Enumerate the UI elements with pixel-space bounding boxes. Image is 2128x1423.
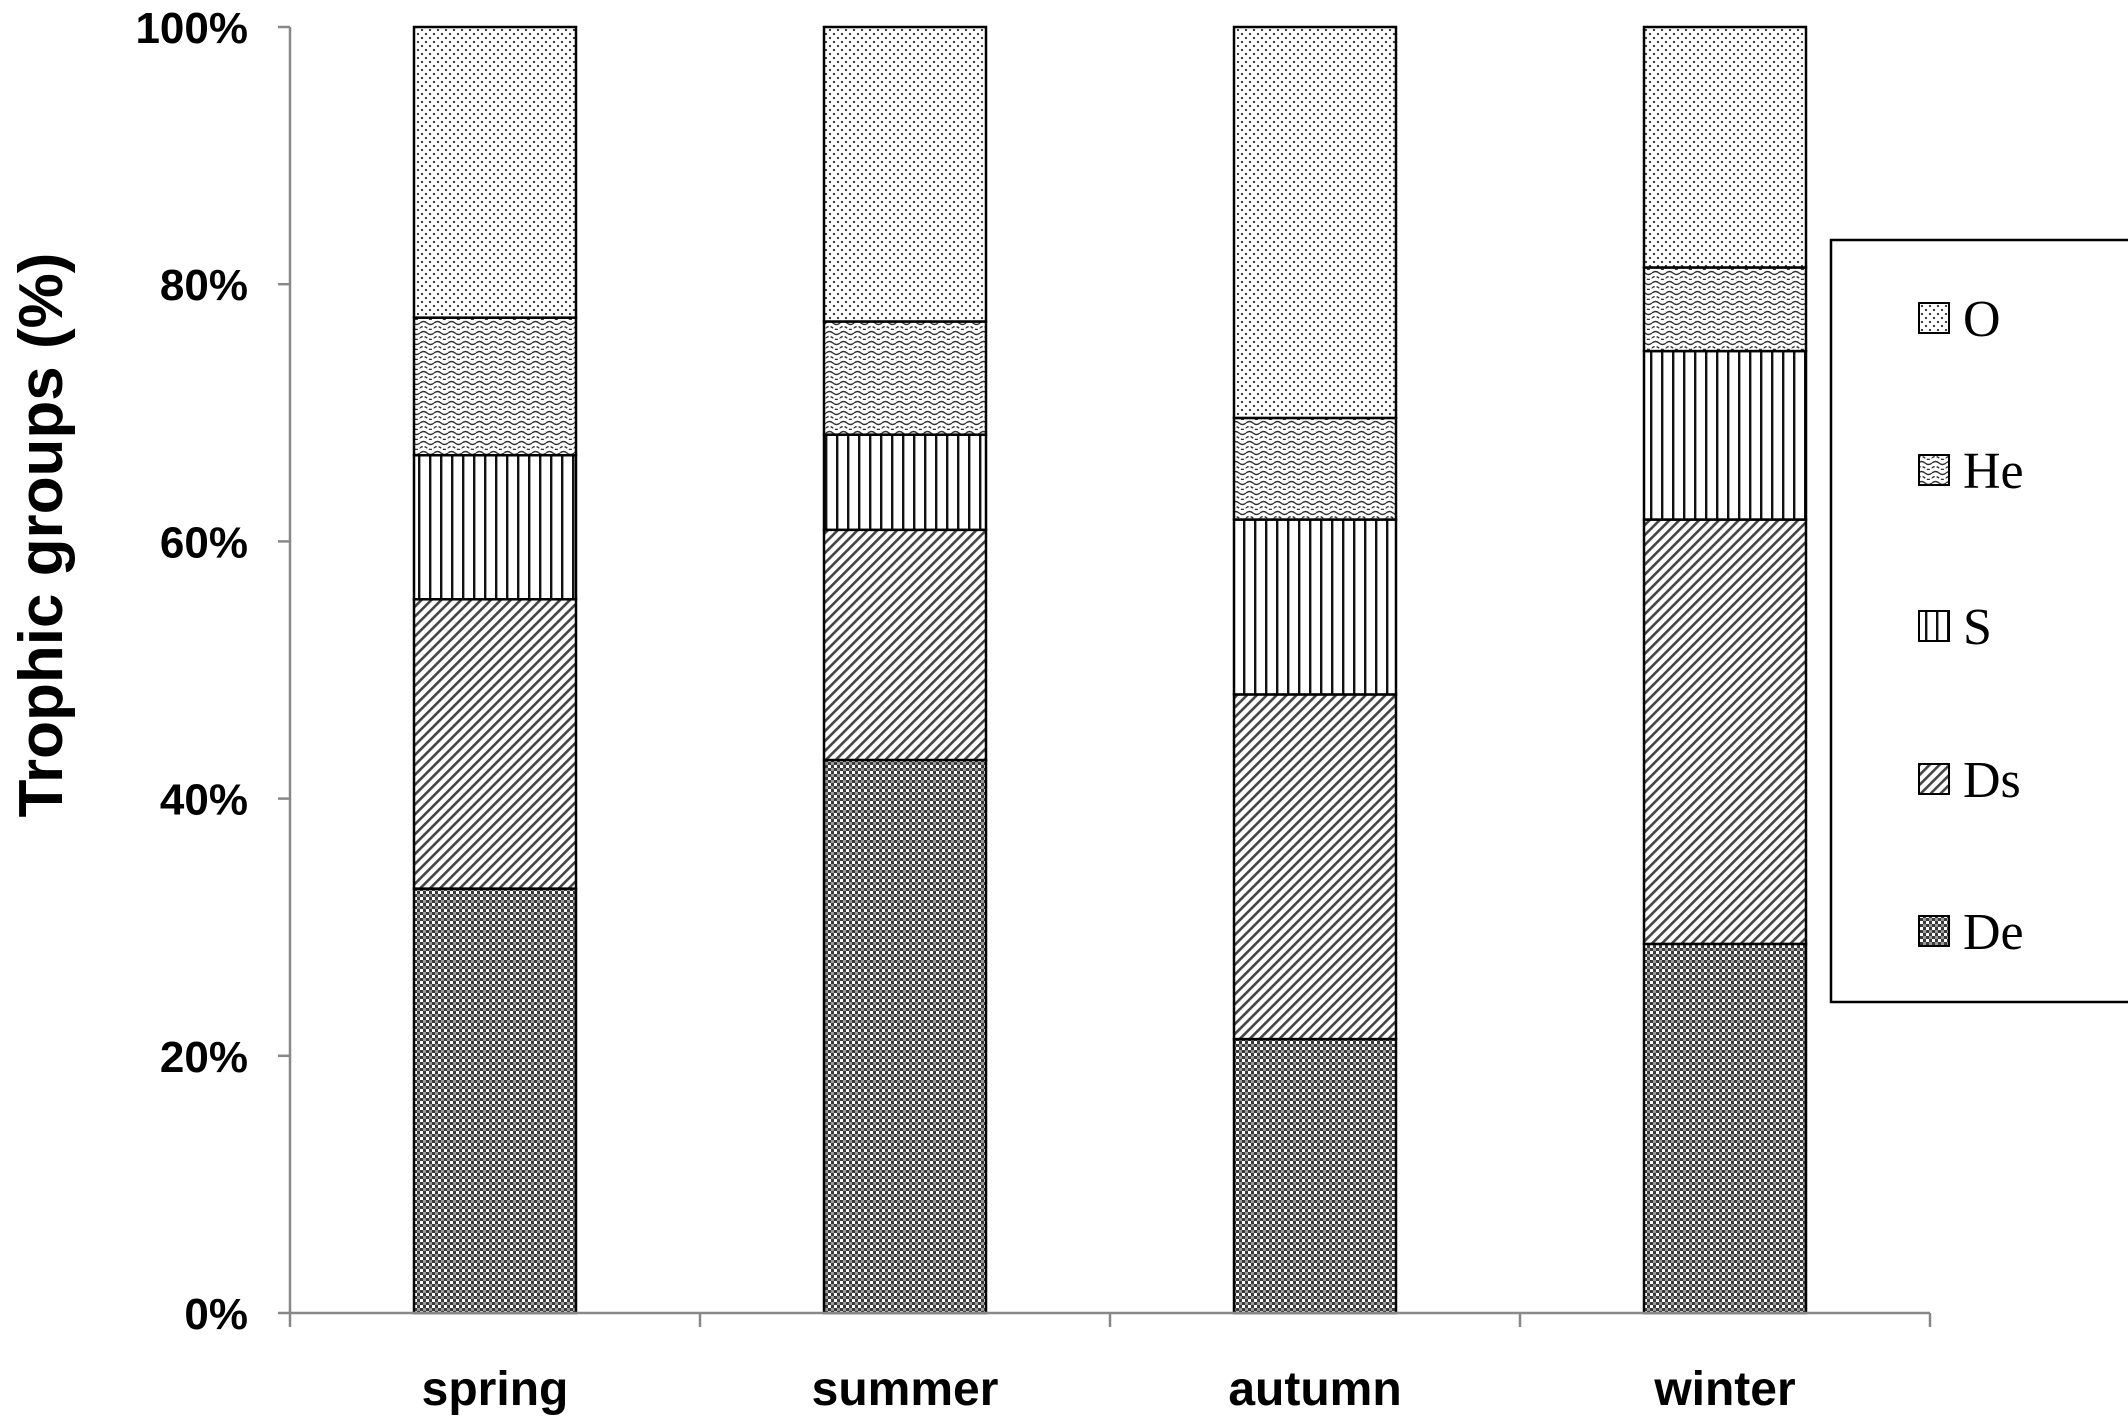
legend-label-de: De (1963, 904, 2024, 961)
bar-segment-winter-he (1642, 266, 1808, 353)
bar-segment-winter-o (1642, 25, 1808, 269)
bar-segment-winter-de (1642, 942, 1808, 1315)
bar-segment-winter-ds (1642, 518, 1808, 946)
bar-segment-spring-o (412, 25, 578, 319)
legend-swatch-s (1918, 610, 1950, 642)
bar-segment-autumn-o (1232, 25, 1398, 420)
bar-segment-autumn-he (1232, 416, 1398, 521)
bars (412, 25, 1808, 1315)
x-axis-labels: spring summer autumn winter (422, 1363, 1796, 1416)
legend-label-he: He (1963, 443, 2024, 500)
bar-segment-summer-ds (822, 528, 988, 762)
legend-box (1829, 238, 2128, 1004)
y-axis-ticks: 0% 20% 40% 60% 80% 100% (135, 4, 290, 1339)
x-category-label: winter (1653, 1363, 1795, 1416)
bar-group-autumn (1232, 25, 1398, 1315)
bar-segment-summer-o (822, 25, 988, 323)
y-tick-label: 20% (160, 1033, 248, 1082)
bar-segment-winter-s (1642, 349, 1808, 521)
bar-segment-spring-s (412, 453, 578, 601)
bar-segment-summer-de (822, 758, 988, 1315)
bar-segment-autumn-ds (1232, 693, 1398, 1041)
bar-segment-spring-de (412, 887, 578, 1315)
bar-segment-spring-he (412, 316, 578, 457)
legend-swatch-ds (1918, 763, 1950, 795)
bar-segment-autumn-de (1232, 1037, 1398, 1315)
legend-swatch-o (1918, 302, 1950, 334)
legend: O He S Ds De (1829, 238, 2128, 1004)
legend-label-s: S (1963, 599, 1992, 656)
bar-segment-summer-s (822, 433, 988, 532)
bar-group-summer (822, 25, 988, 1315)
y-axis-title: Trophic groups (%) (7, 253, 76, 818)
y-tick-label: 60% (160, 518, 248, 567)
y-tick-label: 80% (160, 261, 248, 310)
y-tick-label: 0% (184, 1290, 248, 1339)
bar-segment-summer-he (822, 320, 988, 436)
legend-swatch-de (1918, 915, 1950, 947)
y-tick-label: 40% (160, 776, 248, 825)
y-tick-label: 100% (135, 4, 248, 53)
legend-label-ds: Ds (1963, 752, 2021, 809)
bar-segment-spring-ds (412, 598, 578, 890)
bar-segment-autumn-s (1232, 518, 1398, 696)
x-category-label: spring (422, 1363, 569, 1416)
legend-label-o: O (1963, 291, 2001, 348)
bar-group-spring (412, 25, 578, 1315)
x-category-label: autumn (1228, 1363, 1401, 1416)
legend-swatch-he (1918, 454, 1950, 486)
bar-group-winter (1642, 25, 1808, 1315)
axes (288, 27, 1932, 1327)
x-category-label: summer (812, 1363, 999, 1416)
